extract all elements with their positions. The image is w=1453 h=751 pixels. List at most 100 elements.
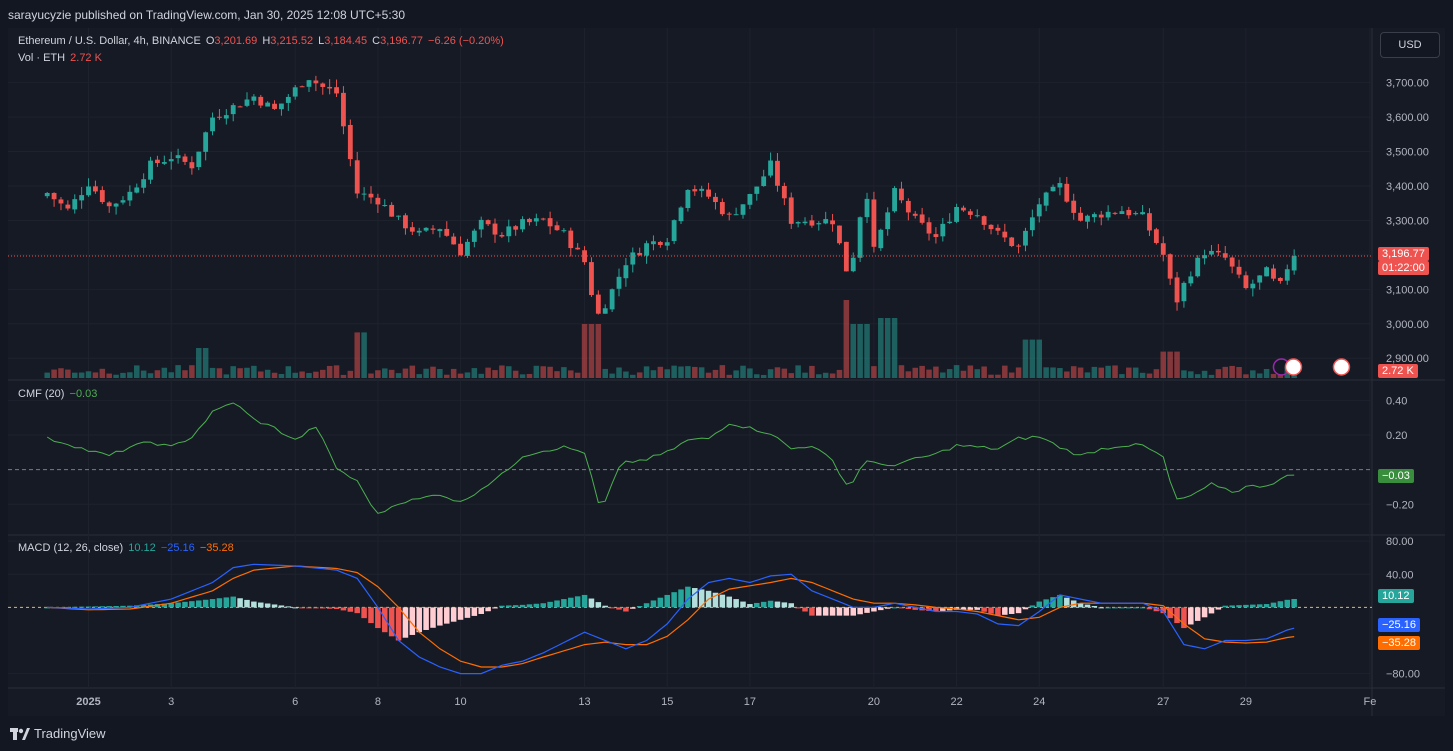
volume-bar <box>981 366 987 378</box>
candle-body <box>802 221 808 224</box>
time-axis-label: 2025 <box>76 696 100 708</box>
candle-body <box>1160 243 1166 255</box>
candle-body <box>451 236 457 245</box>
candle-body <box>1016 245 1021 247</box>
volume-bar <box>1160 351 1167 378</box>
low-label: L <box>318 35 325 47</box>
candle-body <box>403 215 408 229</box>
currency-button[interactable]: USD <box>1380 32 1440 58</box>
candle-body <box>1250 283 1256 289</box>
macd-histogram-bar <box>871 607 877 612</box>
volume-bar <box>1215 369 1222 378</box>
volume-bar <box>568 370 574 378</box>
macd-histogram-bar <box>574 596 581 608</box>
cmf-label[interactable]: CMF (20) <box>18 388 65 400</box>
close-label: C <box>372 35 381 47</box>
macd-histogram-bar <box>526 604 533 608</box>
us-flag-event-icon[interactable] <box>1332 358 1351 376</box>
candle-body <box>568 230 574 249</box>
volume-bar <box>430 366 436 378</box>
volume-bar <box>320 369 326 378</box>
volume-bar <box>175 365 181 378</box>
candle-body <box>168 159 174 162</box>
candle-body <box>892 188 897 212</box>
macd-histogram-bar <box>189 601 195 608</box>
candle-body <box>823 219 829 224</box>
macd-histogram-bar <box>99 606 106 608</box>
time-axis-label: 6 <box>292 696 298 708</box>
macd-histogram-bar <box>264 603 271 608</box>
volume-bar <box>1167 351 1173 378</box>
macd-histogram-bar <box>1208 607 1215 614</box>
volume-bar <box>1015 367 1022 378</box>
cmf-legend: CMF (20) −0.03 <box>18 388 99 400</box>
candle-body <box>1002 231 1008 238</box>
macd-histogram-bar <box>450 607 457 622</box>
candle-body <box>912 213 918 216</box>
time-axis-label: 27 <box>1157 696 1169 708</box>
candle-body <box>1202 255 1208 259</box>
candle-body <box>623 265 629 279</box>
macd-histogram-bar <box>320 607 326 609</box>
volume-bar <box>1064 371 1070 378</box>
macd-histogram-bar <box>1057 594 1063 608</box>
volume-bar <box>919 365 925 378</box>
time-axis-label: 15 <box>661 696 673 708</box>
macd-histogram-bar <box>175 602 181 608</box>
volume-bar <box>313 371 319 378</box>
candle-body <box>492 223 498 235</box>
volume-bar <box>1112 365 1118 378</box>
candle-body <box>926 222 932 234</box>
symbol-title[interactable]: Ethereum / U.S. Dollar, 4h, BINANCE <box>18 35 201 47</box>
us-flag-event-icon[interactable] <box>1284 358 1303 376</box>
macd-histogram-bar <box>1036 601 1043 608</box>
volume-bar <box>788 373 794 378</box>
candle-body <box>988 224 994 230</box>
volume-bar <box>588 324 595 378</box>
candle-body <box>86 186 91 196</box>
price-axis-label: 3,700.00 <box>1386 78 1429 90</box>
macd-histogram-bar <box>829 607 836 616</box>
time-axis-label: 17 <box>744 696 756 708</box>
macd-histogram-bar <box>933 607 939 612</box>
macd-hist-badge: 10.12 <box>1378 589 1414 603</box>
macd-histogram-bar <box>1105 607 1111 609</box>
macd-label[interactable]: MACD (12, 26, close) <box>18 542 124 554</box>
macd-histogram-bar <box>409 607 416 635</box>
volume-bar <box>140 370 147 378</box>
candle-body <box>299 86 305 88</box>
countdown-badge: 01:22:00 <box>1378 261 1429 275</box>
macd-histogram-bar <box>464 607 471 618</box>
volume-bar <box>1250 370 1256 378</box>
volume-label[interactable]: Vol · ETH <box>18 52 66 64</box>
volume-bar <box>464 372 471 378</box>
macd-histogram-bar <box>388 607 395 637</box>
volume-bar <box>630 374 636 378</box>
volume-bar <box>423 368 429 378</box>
volume-bar <box>905 371 912 378</box>
candle-body <box>58 199 64 204</box>
macd-histogram-bar <box>754 602 760 608</box>
macd-histogram-bar <box>1277 601 1284 608</box>
macd-histogram-bar <box>382 607 388 633</box>
candle-body <box>265 102 271 107</box>
candle-body <box>1174 277 1180 303</box>
macd-histogram-bar <box>747 604 753 608</box>
candle-body <box>830 220 835 225</box>
candle-body <box>644 243 649 256</box>
volume-bar <box>650 370 657 378</box>
candle-body <box>967 211 973 215</box>
time-axis-label: 3 <box>168 696 174 708</box>
volume-bar <box>492 370 498 378</box>
tradingview-logo[interactable]: TradingView <box>10 726 106 741</box>
volume-bar <box>809 365 815 378</box>
candle-body <box>1243 275 1249 289</box>
volume-bar <box>878 318 884 378</box>
volume-bar <box>237 368 243 378</box>
macd-histogram-bar <box>857 607 863 615</box>
macd-histogram-bar <box>1070 600 1077 608</box>
macd-histogram-bar <box>1064 597 1070 608</box>
volume-legend: Vol · ETH 2.72 K <box>18 52 104 64</box>
macd-histogram-bar <box>554 600 560 608</box>
